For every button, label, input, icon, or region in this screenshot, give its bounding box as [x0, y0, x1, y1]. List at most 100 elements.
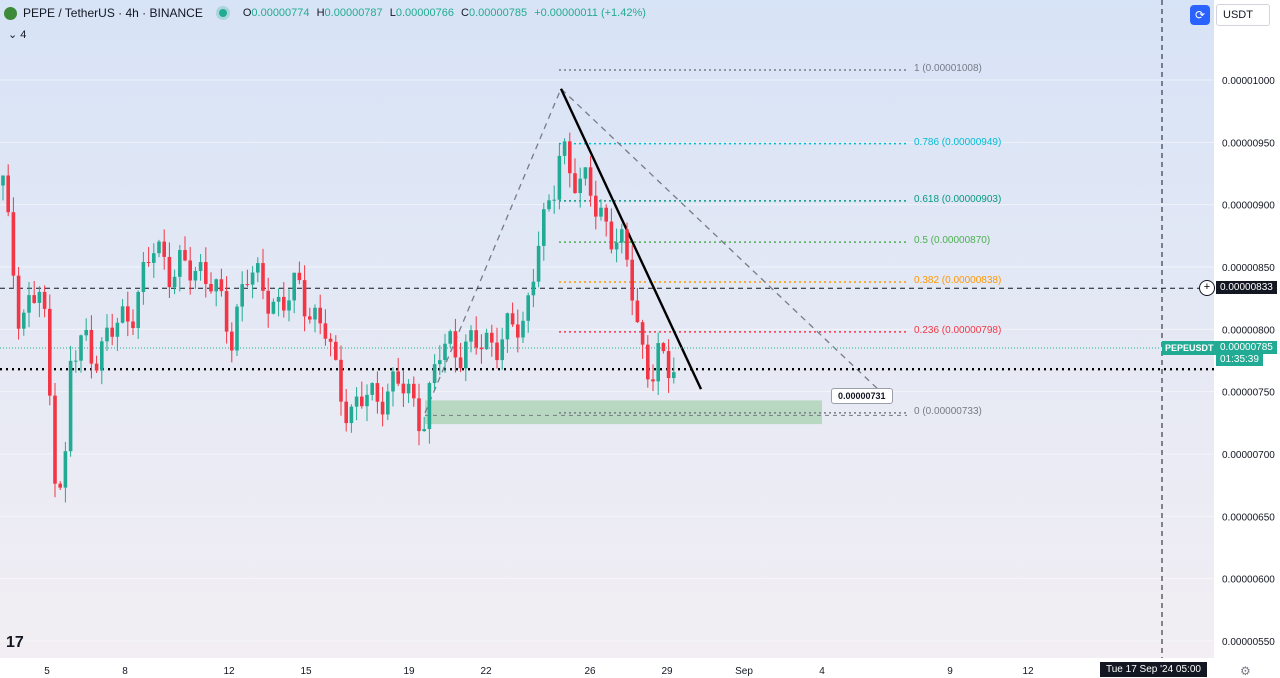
candle-body[interactable] [256, 263, 260, 273]
candle-body[interactable] [261, 263, 265, 291]
candle-body[interactable] [53, 395, 57, 484]
candle-body[interactable] [110, 327, 114, 337]
candle-body[interactable] [292, 272, 296, 301]
candle-body[interactable] [438, 360, 442, 365]
candle-body[interactable] [323, 323, 328, 339]
candle-body[interactable] [391, 371, 395, 392]
candle-body[interactable] [178, 250, 182, 277]
candle-body[interactable] [386, 391, 390, 415]
candle-body[interactable] [490, 332, 494, 343]
candle-body[interactable] [245, 284, 250, 286]
candle-body[interactable] [365, 394, 369, 407]
candle-body[interactable] [406, 383, 411, 394]
candle-body[interactable] [427, 383, 432, 430]
candle-body[interactable] [131, 321, 135, 329]
symbol-title[interactable]: PEPE / TetherUS · 4h · BINANCE [23, 6, 203, 20]
candle-body[interactable] [479, 347, 484, 350]
candle-body[interactable] [464, 341, 468, 369]
candle-body[interactable] [625, 229, 629, 260]
candle-body[interactable] [157, 241, 161, 254]
pattern-drawing[interactable] [424, 87, 879, 414]
candle-body[interactable] [495, 342, 499, 361]
candle-body[interactable] [136, 291, 140, 329]
candle-body[interactable] [573, 173, 577, 194]
currency-select[interactable]: USDT [1216, 4, 1270, 26]
candle-body[interactable] [219, 279, 224, 292]
candle-body[interactable] [401, 383, 406, 394]
candle-body[interactable] [557, 155, 562, 200]
candle-body[interactable] [11, 212, 16, 276]
candle-body[interactable] [432, 364, 437, 384]
candle-body[interactable] [443, 343, 447, 361]
candle-body[interactable] [547, 200, 551, 210]
candle-body[interactable] [666, 351, 671, 379]
candle-body[interactable] [370, 383, 374, 395]
candle-body[interactable] [458, 357, 463, 369]
candle-body[interactable] [620, 229, 624, 243]
candle-body[interactable] [594, 195, 598, 217]
settings-gear-icon[interactable]: ⚙ [1240, 664, 1251, 678]
add-alert-icon[interactable]: + [1199, 280, 1215, 297]
refresh-icon[interactable]: ⟳ [1190, 5, 1210, 25]
candle-body[interactable] [100, 341, 104, 371]
candle-body[interactable] [562, 141, 567, 156]
candle-body[interactable] [448, 331, 452, 344]
indicator-toggle[interactable]: ⌄ 4 [8, 29, 27, 41]
candle-body[interactable] [474, 330, 478, 348]
candle-body[interactable] [115, 322, 120, 337]
candle-body[interactable] [266, 290, 270, 314]
candle-body[interactable] [198, 262, 203, 271]
candle-body[interactable] [656, 343, 660, 382]
candle-body[interactable] [651, 379, 655, 382]
candle-body[interactable] [536, 245, 541, 282]
candle-body[interactable] [172, 276, 177, 288]
candle-body[interactable] [22, 312, 26, 329]
candle-body[interactable] [42, 291, 47, 309]
candle-body[interactable] [271, 301, 276, 314]
candle-body[interactable] [318, 307, 322, 324]
candle-body[interactable] [469, 330, 473, 342]
candle-body[interactable] [183, 250, 187, 261]
candle-body[interactable] [500, 339, 504, 361]
candle-body[interactable] [646, 344, 650, 380]
candle-body[interactable] [599, 207, 603, 217]
time-axis[interactable] [0, 658, 1214, 678]
candle-body[interactable] [344, 401, 348, 424]
candle-body[interactable] [282, 296, 286, 311]
candle-body[interactable] [230, 331, 234, 351]
candle-body[interactable] [74, 360, 78, 362]
candle-body[interactable] [240, 284, 244, 307]
trendline[interactable] [559, 88, 703, 390]
candle-body[interactable] [6, 175, 10, 213]
candle-body[interactable] [32, 295, 36, 303]
candle-body[interactable] [349, 406, 354, 424]
candle-body[interactable] [308, 316, 312, 320]
candle-body[interactable] [1, 175, 5, 186]
candle-body[interactable] [94, 363, 99, 371]
candle-body[interactable] [531, 281, 536, 296]
candle-body[interactable] [396, 371, 400, 384]
candle-body[interactable] [27, 295, 31, 313]
candle-body[interactable] [188, 260, 192, 281]
candle-body[interactable] [604, 207, 608, 222]
tradingview-logo[interactable]: 17 [6, 634, 24, 651]
candle-body[interactable] [63, 451, 68, 488]
candle-body[interactable] [568, 141, 572, 174]
candle-body[interactable] [614, 242, 619, 250]
candle-body[interactable] [126, 306, 130, 322]
candle-body[interactable] [635, 300, 640, 323]
candle-body[interactable] [167, 256, 172, 288]
candle-body[interactable] [354, 396, 359, 407]
candle-body[interactable] [578, 178, 582, 194]
candle-body[interactable] [141, 262, 146, 292]
candle-body[interactable] [313, 307, 317, 320]
candle-body[interactable] [193, 270, 198, 281]
candle-body[interactable] [521, 320, 525, 338]
candle-body[interactable] [339, 359, 343, 402]
candle-body[interactable] [120, 306, 125, 323]
candle-body[interactable] [505, 313, 510, 340]
candle-body[interactable] [235, 306, 239, 351]
candle-body[interactable] [630, 259, 634, 301]
candle-body[interactable] [360, 396, 364, 407]
